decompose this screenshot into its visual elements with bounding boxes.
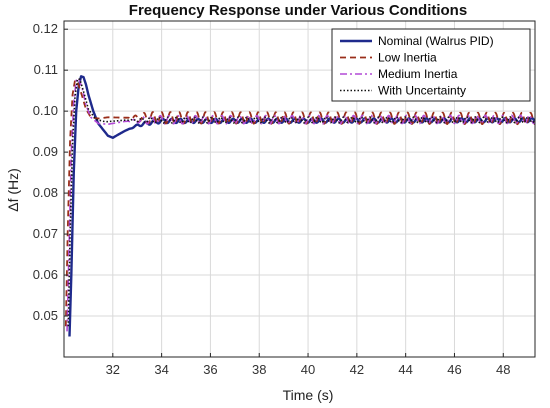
chart-title: Frequency Response under Various Conditi… bbox=[129, 2, 467, 19]
axis-ticks: 32 34 36 38 40 42 44 46 48 0.05 0.06 0.07 0.08 0.09 0.… bbox=[33, 21, 511, 377]
x-tick-label: 38 bbox=[252, 362, 266, 377]
legend-entry-4: With Uncertainty bbox=[378, 84, 466, 98]
series-line-3 bbox=[66, 77, 535, 332]
y-tick-label: 0.06 bbox=[33, 267, 58, 282]
plot-series bbox=[64, 75, 535, 337]
y-tick-label: 0.08 bbox=[33, 185, 58, 200]
legend-entry-1: Nominal (Walrus PID) bbox=[378, 34, 494, 48]
y-tick-label: 0.07 bbox=[33, 226, 58, 241]
y-tick-label: 0.10 bbox=[33, 103, 58, 118]
legend-entry-3: Medium Inertia bbox=[378, 67, 458, 81]
y-tick-label: 0.11 bbox=[34, 62, 58, 77]
x-tick-label: 34 bbox=[154, 362, 168, 377]
y-tick-label: 0.09 bbox=[33, 144, 58, 159]
x-tick-label: 36 bbox=[203, 362, 217, 377]
y-axis-label: Δf (Hz) bbox=[5, 168, 21, 212]
x-tick-label: 42 bbox=[350, 362, 364, 377]
y-tick-label: 0.12 bbox=[33, 21, 58, 36]
x-tick-label: 32 bbox=[106, 362, 120, 377]
x-axis-label: Time (s) bbox=[283, 387, 334, 403]
series-line-4 bbox=[67, 78, 535, 327]
legend-entry-2: Low Inertia bbox=[378, 51, 437, 65]
legend: Nominal (Walrus PID) Low Inertia Medium In… bbox=[331, 28, 531, 102]
x-tick-label: 40 bbox=[301, 362, 315, 377]
x-tick-label: 44 bbox=[398, 362, 412, 377]
x-tick-label: 46 bbox=[447, 362, 461, 377]
x-tick-label: 48 bbox=[496, 362, 510, 377]
y-tick-label: 0.05 bbox=[33, 308, 58, 323]
plot-area-frame bbox=[63, 20, 536, 358]
